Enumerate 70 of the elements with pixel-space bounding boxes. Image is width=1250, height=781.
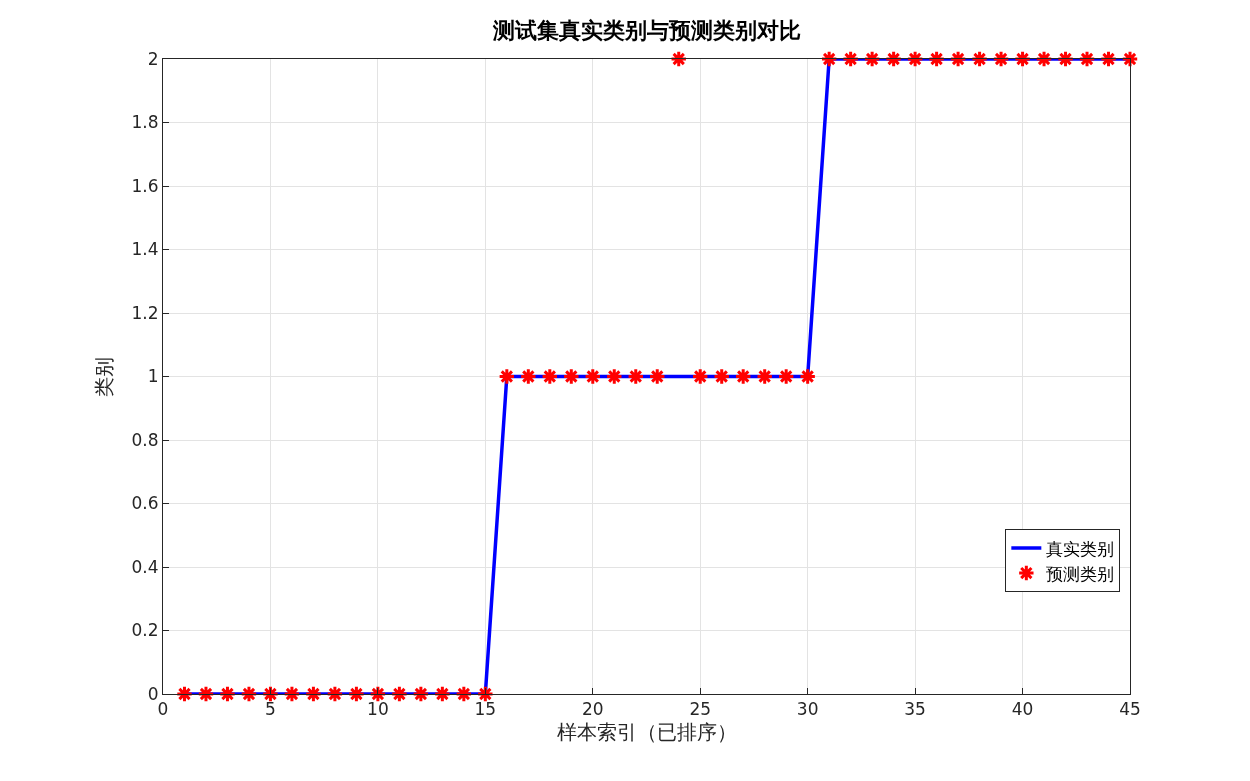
point (175, 685, 194, 703)
x-tick-label: 30 (796, 699, 819, 720)
point (369, 685, 387, 703)
y-tick-label: 0 (147, 683, 159, 704)
x-tick-label: 35 (904, 699, 926, 720)
point (841, 50, 860, 68)
point (691, 367, 709, 386)
point (476, 685, 495, 703)
point (927, 50, 946, 68)
point (863, 50, 881, 68)
x-tick-label: 10 (367, 699, 389, 720)
point (1013, 50, 1032, 68)
y-tick-label: 0.2 (131, 620, 159, 641)
point (906, 50, 924, 68)
point (541, 367, 559, 386)
y-tick-label: 2 (147, 48, 159, 69)
y-tick-label: 1 (147, 366, 159, 387)
x-tick-label: 25 (689, 699, 712, 720)
point (713, 367, 731, 386)
point (412, 685, 430, 703)
point (777, 367, 795, 386)
x-tick-label: 20 (581, 699, 604, 720)
point (605, 367, 623, 386)
y-tick-label: 1.6 (131, 175, 159, 196)
point (304, 685, 323, 703)
x-tick-label: 15 (474, 699, 497, 720)
legend-label: 真实类别 (1046, 538, 1115, 559)
point (798, 367, 817, 386)
y-axis-title: 类别 (92, 356, 117, 397)
y-tick-label: 0.8 (131, 429, 159, 450)
point (261, 685, 280, 703)
point (455, 685, 473, 703)
point (1035, 50, 1053, 68)
point (755, 367, 774, 386)
point (519, 367, 538, 386)
point (670, 50, 688, 68)
point (734, 367, 752, 386)
point (390, 685, 409, 703)
point (1099, 50, 1118, 68)
y-tick-label: 0.6 (131, 493, 159, 514)
point (584, 367, 602, 386)
chart-title: 测试集真实类别与预测类别对比 (491, 16, 801, 43)
point (326, 685, 344, 703)
point (992, 50, 1010, 68)
point (949, 50, 967, 68)
x-tick-label: 5 (265, 699, 276, 720)
x-tick-label: 45 (1119, 699, 1141, 720)
point (240, 685, 258, 703)
y-tick-label: 1.4 (131, 239, 159, 260)
point (1056, 50, 1075, 68)
point (283, 685, 301, 703)
point (627, 367, 645, 386)
y-tick-label: 0.4 (131, 556, 159, 577)
point (218, 685, 237, 703)
point (347, 685, 366, 703)
y-tick-label: 1.8 (131, 112, 159, 133)
point (1078, 50, 1096, 68)
point (197, 685, 215, 703)
point (498, 367, 516, 386)
point (648, 367, 666, 386)
point (1121, 50, 1139, 68)
x-tick-label: 40 (1011, 699, 1034, 720)
x-axis-title: 样本索引（已排序） (556, 719, 737, 744)
point (820, 50, 838, 68)
point (970, 50, 989, 68)
y-tick-label: 1.2 (131, 302, 159, 323)
point (884, 50, 903, 68)
point (433, 685, 452, 703)
point (562, 367, 580, 386)
legend-label: 预测类别 (1046, 563, 1115, 584)
